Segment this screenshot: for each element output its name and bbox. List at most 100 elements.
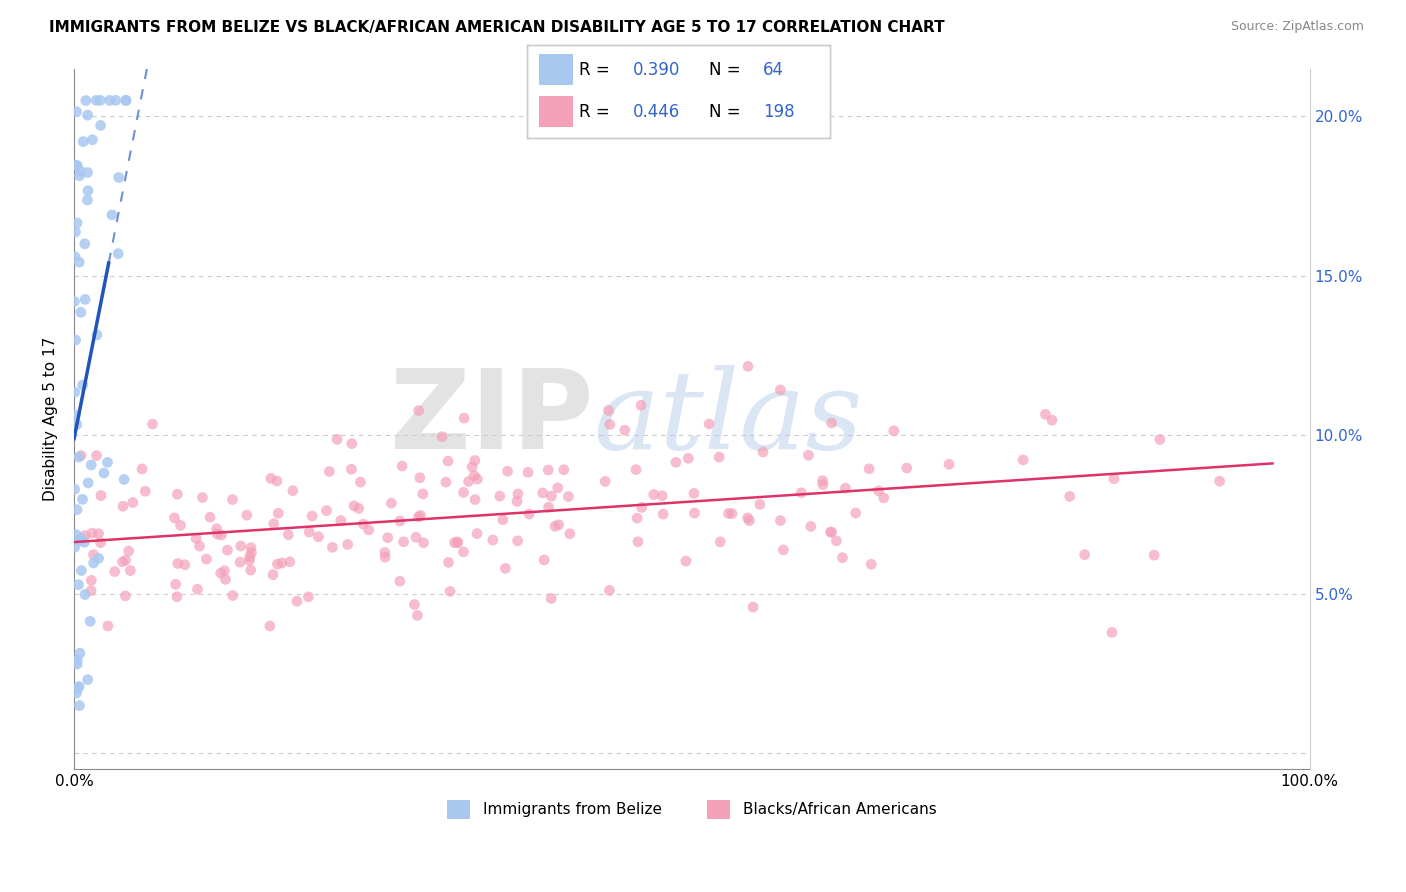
Point <box>630 500 652 515</box>
Point <box>112 473 135 487</box>
Point <box>437 556 460 570</box>
Point <box>533 553 555 567</box>
Text: ZIP: ZIP <box>389 366 593 473</box>
Point <box>769 383 792 397</box>
Point <box>811 477 834 491</box>
Point <box>67 680 90 694</box>
Point <box>540 489 562 503</box>
Point <box>651 489 673 503</box>
Point <box>1208 474 1230 488</box>
Point <box>630 398 652 412</box>
Point <box>406 608 429 623</box>
Point <box>207 527 229 541</box>
Point <box>76 165 98 179</box>
Point <box>446 535 468 549</box>
Point <box>205 522 228 536</box>
Point <box>537 500 560 515</box>
Point <box>1040 413 1063 427</box>
Point <box>821 416 844 430</box>
Point <box>464 453 486 467</box>
Point <box>63 385 86 400</box>
Point <box>259 619 281 633</box>
Point <box>114 553 136 567</box>
Point <box>461 459 484 474</box>
Point <box>553 463 575 477</box>
Point <box>1073 548 1095 562</box>
Point <box>409 471 432 485</box>
Point <box>737 511 759 525</box>
Point <box>76 193 98 207</box>
Point <box>412 536 434 550</box>
Point <box>111 500 134 514</box>
Point <box>463 468 485 483</box>
Point <box>87 526 110 541</box>
Point <box>82 548 104 562</box>
Point <box>163 511 186 525</box>
Point <box>66 159 89 173</box>
Point <box>834 481 856 495</box>
Point <box>457 475 479 489</box>
Point <box>494 561 516 575</box>
Point <box>73 236 96 251</box>
Bar <box>540 54 572 85</box>
Point <box>277 527 299 541</box>
Point <box>141 417 163 431</box>
Point <box>70 305 93 319</box>
Text: atlas: atlas <box>593 365 863 473</box>
Point <box>96 455 118 469</box>
Point <box>392 534 415 549</box>
Point <box>412 487 434 501</box>
Point <box>492 513 515 527</box>
Point <box>439 584 461 599</box>
Point <box>89 535 111 549</box>
Point <box>115 94 138 108</box>
Point <box>165 577 187 591</box>
Point <box>820 525 842 540</box>
Point <box>709 534 731 549</box>
Point <box>593 475 616 489</box>
Point <box>63 250 86 264</box>
Point <box>1059 489 1081 503</box>
Point <box>598 583 620 598</box>
Point <box>77 184 100 198</box>
Point <box>408 403 430 417</box>
Point <box>544 519 567 533</box>
Point <box>63 482 86 496</box>
Point <box>405 530 427 544</box>
Point <box>326 433 349 447</box>
Legend: Immigrants from Belize, Blacks/African Americans: Immigrants from Belize, Blacks/African A… <box>441 794 942 825</box>
Text: N =: N = <box>709 62 745 79</box>
Point <box>873 491 896 505</box>
Point <box>357 523 380 537</box>
Point <box>66 417 89 432</box>
Point <box>65 158 87 172</box>
Point <box>352 517 374 532</box>
Point <box>70 449 93 463</box>
Point <box>260 471 283 485</box>
Point <box>347 501 370 516</box>
Point <box>825 533 848 548</box>
Point <box>430 430 453 444</box>
Point <box>69 164 91 178</box>
Point <box>66 681 89 695</box>
Point <box>75 528 97 542</box>
Point <box>883 424 905 438</box>
Point <box>506 533 529 548</box>
Point <box>115 94 138 108</box>
Point <box>77 475 100 490</box>
Point <box>540 591 562 606</box>
Point <box>340 462 363 476</box>
Point <box>80 583 103 598</box>
Point <box>678 451 700 466</box>
Point <box>315 503 337 517</box>
Point <box>66 502 89 516</box>
Point <box>86 328 108 343</box>
Point <box>262 567 284 582</box>
Point <box>87 551 110 566</box>
Point <box>166 590 188 604</box>
Point <box>222 589 245 603</box>
Point <box>63 541 86 555</box>
Point <box>737 359 759 374</box>
Point <box>67 255 90 269</box>
Point <box>90 119 112 133</box>
